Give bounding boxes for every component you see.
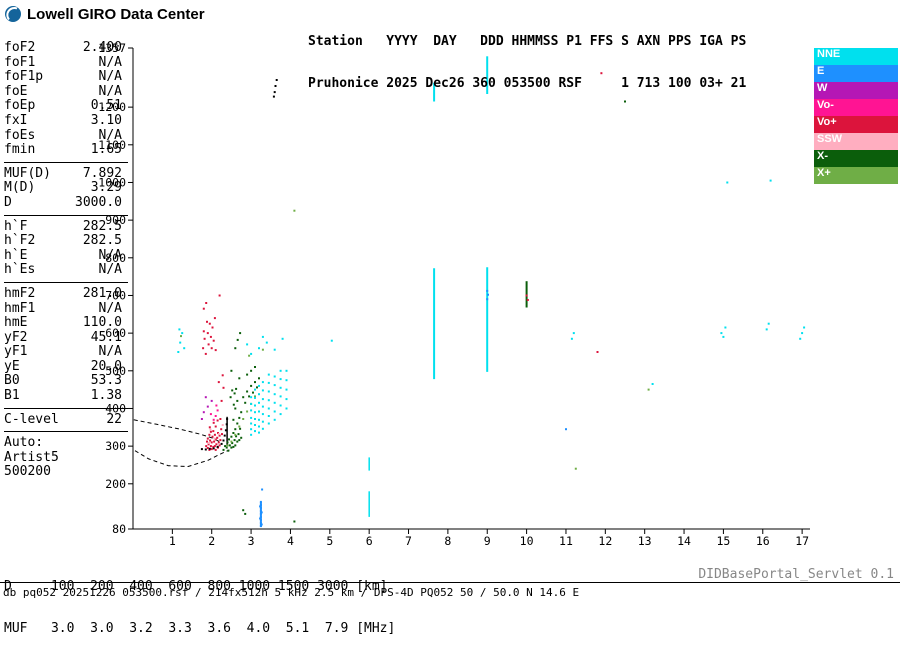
param-row-hmf2: hmF2 281.0 [4, 285, 122, 301]
svg-text:1100: 1100 [98, 138, 126, 152]
svg-text:1000: 1000 [98, 175, 126, 189]
panel-divider [4, 161, 128, 163]
svg-text:1: 1 [169, 534, 176, 548]
auto-scaler-line: Artist5 [4, 449, 59, 465]
station-header-values: Pruhonice 2025 Dec26 360 053500 RSF 1 71… [308, 76, 747, 91]
echo-legend: NNE E W Vo- Vo+ SSW X- X+ [814, 48, 898, 184]
svg-text:200: 200 [105, 477, 126, 491]
panel-divider [4, 407, 128, 409]
param-row-yf2: yF2 45.1 [4, 329, 122, 345]
station-header: Station YYYY DAY DDD HHMMSS P1 FFS S AXN… [308, 7, 746, 119]
panel-divider [4, 281, 128, 283]
svg-text:8: 8 [444, 534, 451, 548]
d-muf-table: D 100 200 400 600 800 1000 1500 3000 [km… [4, 552, 395, 664]
param-row-d: D 3000.0 [4, 194, 122, 210]
servlet-version-label: DIDBasePortal_Servlet 0.1 [698, 567, 894, 582]
svg-text:2: 2 [208, 534, 215, 548]
param-row-b1: B1 1.38 [4, 388, 122, 404]
param-row-foes: foEs N/A [4, 127, 122, 143]
giro-logo: Lowell GIRO Data Center [4, 5, 205, 23]
station-header-fields: Station YYYY DAY DDD HHMMSS P1 FFS S AXN… [308, 34, 747, 49]
svg-text:1200: 1200 [98, 100, 126, 114]
param-row-fof2: foF2 2.400 [4, 40, 122, 55]
giro-logo-text: Lowell GIRO Data Center [27, 5, 205, 23]
svg-text:800: 800 [105, 251, 126, 265]
legend-item-x: X+ [814, 167, 898, 184]
panel-divider [4, 214, 128, 216]
svg-text:10: 10 [520, 534, 534, 548]
auto-scaler-line: Auto: [4, 435, 44, 451]
legend-item-vo: Vo+ [814, 116, 898, 133]
svg-text:17: 17 [795, 534, 809, 548]
legend-item-nne: NNE [814, 48, 898, 65]
param-row-fof1p: foF1p N/A [4, 69, 122, 85]
svg-text:14: 14 [677, 534, 691, 548]
panel-divider [4, 431, 128, 433]
svg-text:600: 600 [105, 326, 126, 340]
param-row-hf2: h`F2 282.5 [4, 233, 122, 249]
giro-globe-icon [5, 6, 21, 22]
legend-item-ssw: SSW [814, 133, 898, 150]
param-row-ye: yE 20.0 [4, 358, 122, 374]
param-row-hes: h`Es N/A [4, 262, 122, 278]
param-row-md: M(D) 3.29 [4, 180, 122, 196]
svg-text:6: 6 [366, 534, 373, 548]
svg-text:12: 12 [598, 534, 612, 548]
svg-text:300: 300 [105, 439, 126, 453]
legend-item-w: W [814, 82, 898, 99]
svg-text:3: 3 [248, 534, 255, 548]
auto-scaler-line: 500200 [4, 464, 51, 480]
parameter-panel: foF2 2.400 foF1 N/A foF1p N/A foE N/A foEp 0.51 fx… [4, 40, 128, 480]
param-row-hme: hmE 110.0 [4, 315, 122, 331]
svg-text:900: 900 [105, 213, 126, 227]
muf-row: MUF 3.0 3.0 3.2 3.3 3.6 4.0 5.1 7.9 [MHz… [4, 621, 396, 636]
svg-text:9: 9 [484, 534, 491, 548]
svg-text:80: 80 [112, 522, 126, 536]
ionogram-plot: 1 2 3 4 5 6 7 8 9 10 11 12 13 14 15 16 17802003004005006… [98, 41, 810, 548]
param-row-b0: B0 53.3 [4, 373, 122, 389]
didbase-portal-page: 1 2 3 4 5 6 7 8 9 10 11 12 13 14 15 16 17 80 200 300 400 500 6… [0, 5, 900, 636]
footer-divider [0, 582, 900, 583]
svg-text:16: 16 [756, 534, 770, 548]
svg-text:7: 7 [405, 534, 412, 548]
svg-text:1357: 1357 [98, 41, 126, 55]
param-row-fof1: foF1 N/A [4, 54, 122, 70]
svg-text:15: 15 [716, 534, 730, 548]
legend-item-e: E [814, 65, 898, 82]
param-row-yf1: yF1 N/A [4, 344, 122, 360]
param-row-foe: foE N/A [4, 83, 122, 99]
d-row: D 100 200 400 600 800 1000 1500 3000 [km… [4, 579, 388, 594]
param-row-fmin: fmin 1.65 [4, 142, 122, 158]
legend-item-vo: Vo- [814, 99, 898, 116]
param-row-he: h`E N/A [4, 247, 122, 263]
param-row-mufd: MUF(D) 7.892 [4, 165, 122, 181]
record-info-line: db pq052 20251226 053500.rsf / 214fx512h… [3, 586, 580, 599]
svg-text:700: 700 [105, 288, 126, 302]
svg-text:13: 13 [638, 534, 652, 548]
legend-item-x: X- [814, 150, 898, 167]
svg-text:11: 11 [559, 534, 573, 548]
svg-text:500: 500 [105, 364, 126, 378]
param-row-fxi: fxI 3.10 [4, 112, 122, 128]
param-row-hf: h`F 282.5 [4, 218, 122, 234]
param-row-foep: foEp 0.51 [4, 98, 122, 114]
param-row-clevel: C-level 22 [4, 411, 122, 427]
svg-text:4: 4 [287, 534, 294, 548]
param-row-hmf1: hmF1 N/A [4, 300, 122, 316]
svg-text:5: 5 [326, 534, 333, 548]
